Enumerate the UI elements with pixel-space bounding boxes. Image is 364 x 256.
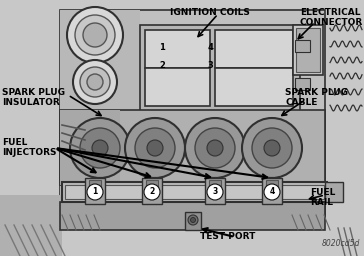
Circle shape — [67, 7, 123, 63]
Circle shape — [207, 140, 223, 156]
Bar — [145, 30, 210, 68]
Circle shape — [87, 74, 103, 90]
Bar — [295, 78, 310, 90]
Circle shape — [92, 140, 108, 156]
Circle shape — [252, 128, 292, 168]
Bar — [205, 178, 225, 204]
Text: 2: 2 — [159, 60, 165, 69]
Circle shape — [264, 184, 280, 200]
Text: FUEL
INJECTORS: FUEL INJECTORS — [2, 138, 56, 157]
Bar — [146, 180, 158, 188]
Text: 3: 3 — [207, 60, 213, 69]
Circle shape — [264, 140, 280, 156]
Bar — [262, 178, 282, 204]
Circle shape — [80, 67, 110, 97]
Circle shape — [135, 128, 175, 168]
Text: SPARK PLUG
INSULATOR: SPARK PLUG INSULATOR — [2, 88, 65, 108]
Bar — [185, 212, 201, 230]
Circle shape — [80, 128, 120, 168]
Bar — [296, 28, 320, 72]
Bar — [85, 178, 105, 204]
Bar — [325, 182, 343, 202]
Bar — [60, 202, 325, 230]
Text: ELECTRICAL
CONNECTOR: ELECTRICAL CONNECTOR — [300, 8, 363, 27]
Bar — [60, 10, 325, 220]
Circle shape — [144, 184, 160, 200]
Bar — [209, 180, 221, 188]
Bar — [145, 68, 210, 106]
Text: 1: 1 — [159, 44, 165, 52]
Bar — [215, 30, 293, 68]
Circle shape — [147, 140, 163, 156]
Bar — [62, 182, 327, 202]
Bar — [60, 110, 325, 185]
Text: 3: 3 — [212, 187, 218, 197]
Bar — [89, 180, 101, 188]
Circle shape — [185, 118, 245, 178]
Circle shape — [83, 23, 107, 47]
Text: 2: 2 — [149, 187, 155, 197]
Bar — [266, 180, 278, 188]
Bar — [215, 68, 293, 106]
Circle shape — [73, 60, 117, 104]
Bar — [60, 10, 140, 220]
Circle shape — [75, 15, 115, 55]
Circle shape — [188, 215, 198, 225]
Bar — [293, 25, 323, 75]
Bar — [60, 110, 120, 185]
Text: TEST PORT: TEST PORT — [200, 232, 256, 241]
Text: 8020cd5d: 8020cd5d — [322, 239, 360, 248]
Text: IGNITION COILS: IGNITION COILS — [170, 8, 250, 17]
Text: 1: 1 — [92, 187, 98, 197]
Circle shape — [242, 118, 302, 178]
Circle shape — [207, 184, 223, 200]
Circle shape — [195, 128, 235, 168]
Text: 4: 4 — [269, 187, 274, 197]
Bar — [140, 25, 300, 120]
Circle shape — [87, 184, 103, 200]
Bar — [0, 195, 62, 256]
Bar — [142, 178, 162, 204]
Text: 4: 4 — [207, 44, 213, 52]
Text: SPARK PLUG
CABLE: SPARK PLUG CABLE — [285, 88, 348, 108]
Circle shape — [70, 118, 130, 178]
Bar — [65, 185, 324, 199]
Text: FUEL
RAIL: FUEL RAIL — [310, 188, 335, 207]
Bar — [295, 40, 310, 52]
Circle shape — [125, 118, 185, 178]
Circle shape — [190, 218, 195, 222]
